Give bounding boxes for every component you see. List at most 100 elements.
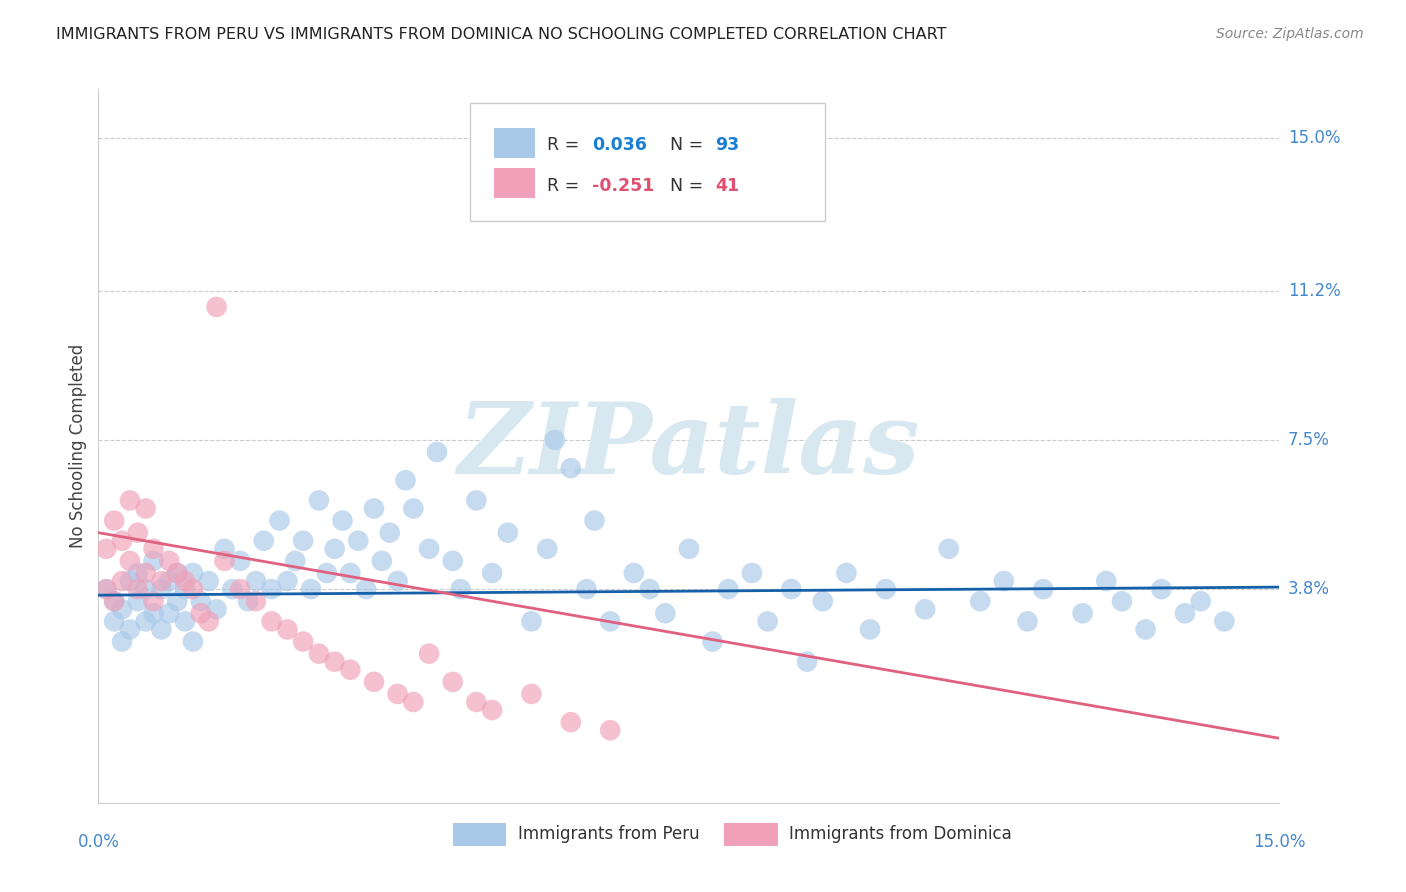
Point [166, 566, 188, 580]
Point [96, 582, 118, 596]
Point [111, 533, 134, 548]
Point [418, 647, 440, 661]
Point [205, 300, 228, 314]
Point [450, 582, 472, 596]
Point [142, 607, 165, 621]
Point [315, 566, 337, 580]
Point [269, 514, 291, 528]
Point [118, 623, 141, 637]
Y-axis label: No Schooling Completed: No Schooling Completed [69, 344, 87, 548]
Point [166, 594, 188, 608]
Point [496, 525, 519, 540]
Point [875, 582, 897, 596]
Point [157, 554, 180, 568]
Point [135, 582, 157, 596]
Point [205, 602, 228, 616]
Point [481, 703, 503, 717]
Point [544, 433, 567, 447]
Text: Immigrants from Peru: Immigrants from Peru [517, 825, 699, 843]
Point [323, 541, 346, 556]
Point [103, 615, 125, 629]
Point [103, 594, 125, 608]
Point [520, 687, 543, 701]
Text: 7.5%: 7.5% [1288, 431, 1330, 449]
Point [702, 634, 724, 648]
Point [308, 647, 330, 661]
Text: Immigrants from Dominica: Immigrants from Dominica [789, 825, 1012, 843]
Point [135, 501, 157, 516]
Text: 0.036: 0.036 [592, 136, 647, 153]
Text: R =: R = [547, 177, 585, 194]
Point [118, 574, 141, 588]
Point [190, 594, 212, 608]
Point [174, 615, 197, 629]
Point [96, 541, 118, 556]
Point [938, 541, 960, 556]
Point [465, 493, 488, 508]
Point [229, 582, 252, 596]
Point [1213, 615, 1236, 629]
Point [835, 566, 858, 580]
Point [174, 582, 197, 596]
Point [363, 501, 385, 516]
Point [142, 594, 165, 608]
Point [221, 582, 243, 596]
Point [339, 566, 361, 580]
Point [623, 566, 645, 580]
Point [118, 493, 141, 508]
Text: R =: R = [547, 136, 585, 153]
Point [308, 493, 330, 508]
Point [127, 566, 149, 580]
Point [426, 445, 449, 459]
Text: N =: N = [659, 177, 709, 194]
Point [1017, 615, 1039, 629]
Point [402, 695, 425, 709]
Point [166, 566, 188, 580]
Text: N =: N = [659, 136, 709, 153]
Text: 41: 41 [714, 177, 740, 194]
Point [678, 541, 700, 556]
FancyBboxPatch shape [494, 169, 536, 198]
Point [1111, 594, 1133, 608]
Point [292, 634, 315, 648]
Point [236, 594, 259, 608]
Point [347, 533, 370, 548]
Point [1095, 574, 1118, 588]
Point [229, 554, 252, 568]
Point [103, 514, 125, 528]
Point [181, 566, 204, 580]
Text: 15.0%: 15.0% [1288, 128, 1340, 146]
Point [481, 566, 503, 580]
Point [245, 594, 267, 608]
Point [111, 602, 134, 616]
FancyBboxPatch shape [471, 103, 825, 221]
Point [441, 554, 464, 568]
Point [969, 594, 991, 608]
Point [127, 594, 149, 608]
Point [197, 574, 219, 588]
Point [1150, 582, 1173, 596]
Point [717, 582, 740, 596]
Point [245, 574, 267, 588]
Point [276, 574, 298, 588]
Point [575, 582, 598, 596]
Point [363, 674, 385, 689]
Point [214, 554, 236, 568]
FancyBboxPatch shape [494, 128, 536, 158]
Point [536, 541, 558, 556]
Point [284, 554, 307, 568]
Point [387, 687, 409, 701]
Point [96, 582, 118, 596]
Point [402, 501, 425, 516]
Point [150, 582, 173, 596]
Point [214, 541, 236, 556]
Point [111, 634, 134, 648]
Point [354, 582, 377, 596]
Point [1071, 607, 1094, 621]
Point [135, 566, 157, 580]
Point [441, 674, 464, 689]
Point [654, 607, 676, 621]
Point [142, 541, 165, 556]
Point [142, 554, 165, 568]
Point [332, 514, 354, 528]
